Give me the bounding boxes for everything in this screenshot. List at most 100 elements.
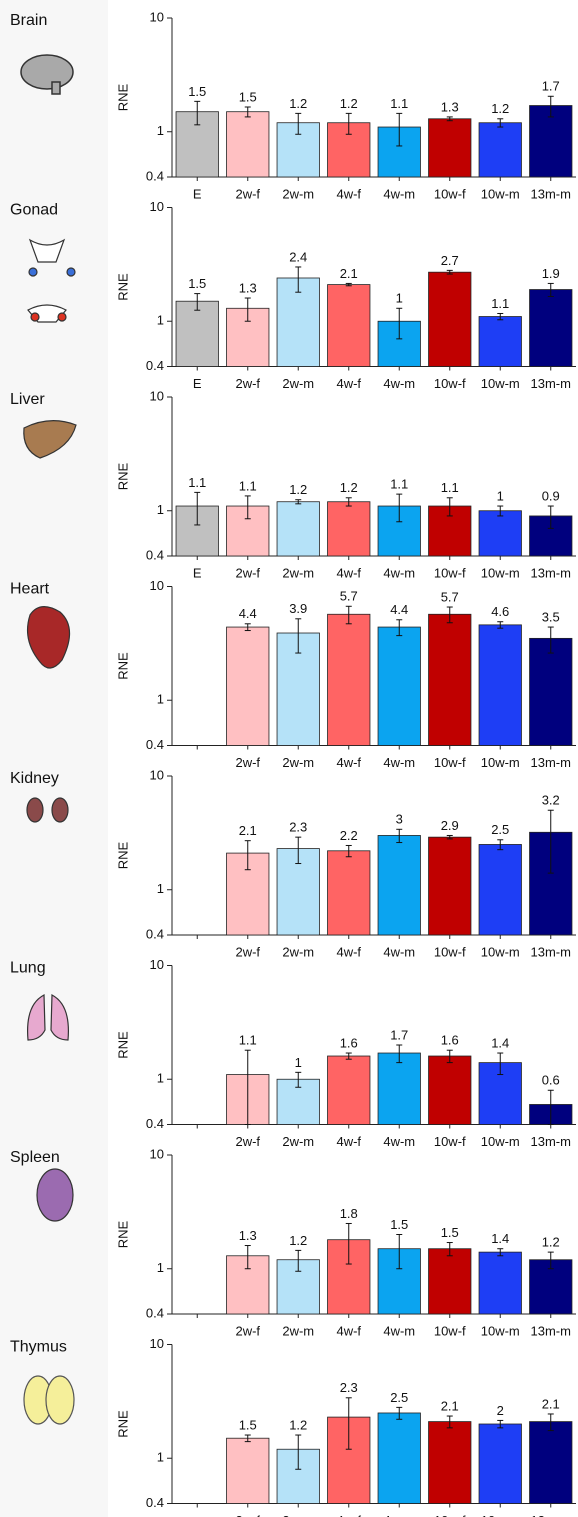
value-label: 2.3 xyxy=(289,820,307,835)
value-label: 1.1 xyxy=(390,477,408,492)
x-tick-label: 2w-m xyxy=(282,565,314,580)
x-tick-label: 2w-m xyxy=(282,1134,314,1149)
y-tick-label: 10 xyxy=(150,957,164,972)
x-tick-label: 13m-m xyxy=(531,755,571,770)
x-tick-label: 4w-f xyxy=(336,186,361,201)
value-label: 1.2 xyxy=(542,1235,560,1250)
x-tick-label: 4w-f xyxy=(336,755,361,770)
y-axis-title: RNE xyxy=(115,1220,130,1248)
y-tick-label: 1 xyxy=(157,123,164,138)
bar xyxy=(429,1422,471,1504)
y-axis-title: RNE xyxy=(115,1031,130,1059)
bar xyxy=(479,1252,521,1314)
x-tick-label: 13m-m xyxy=(531,1323,571,1338)
x-tick-label: 4w-f xyxy=(336,944,361,959)
x-tick-label: 4w-m xyxy=(383,1513,415,1517)
x-tick-label: 2w-f xyxy=(235,1323,260,1338)
bar xyxy=(176,301,218,366)
y-tick-label: 0.4 xyxy=(146,168,164,183)
x-tick-label: E xyxy=(193,565,202,580)
bar xyxy=(378,835,420,935)
spleen-icon xyxy=(37,1169,73,1221)
x-tick-label: 4w-m xyxy=(383,376,415,391)
value-label: 1.1 xyxy=(491,296,509,311)
bar xyxy=(227,627,269,745)
bar xyxy=(479,317,521,367)
bar xyxy=(479,625,521,746)
bar xyxy=(479,511,521,556)
x-tick-label: 10w-m xyxy=(481,1513,520,1517)
value-label: 1.2 xyxy=(289,482,307,497)
value-label: 4.4 xyxy=(239,606,257,621)
y-axis-title: RNE xyxy=(115,841,130,869)
bar xyxy=(429,614,471,745)
value-label: 3.2 xyxy=(542,793,560,808)
x-tick-label: 2w-m xyxy=(282,186,314,201)
bar xyxy=(530,1422,572,1504)
y-tick-label: 10 xyxy=(150,578,164,593)
value-label: 0.6 xyxy=(542,1073,560,1088)
value-label: 1.2 xyxy=(289,1233,307,1248)
y-tick-label: 10 xyxy=(150,199,164,214)
value-label: 2.3 xyxy=(340,1380,358,1395)
value-label: 2.1 xyxy=(340,266,358,281)
value-label: 3.5 xyxy=(542,609,560,624)
y-tick-label: 0.4 xyxy=(146,926,164,941)
bar xyxy=(479,1424,521,1504)
bar xyxy=(378,627,420,745)
bar xyxy=(227,112,269,177)
y-tick-label: 1 xyxy=(157,502,164,517)
value-label: 4.6 xyxy=(491,604,509,619)
y-tick-label: 0.4 xyxy=(146,737,164,752)
value-label: 1.9 xyxy=(542,266,560,281)
bar xyxy=(479,844,521,935)
y-axis-title: RNE xyxy=(115,462,130,490)
icon-column xyxy=(0,0,108,1517)
x-tick-label: 4w-m xyxy=(383,755,415,770)
bar xyxy=(328,851,370,935)
y-tick-label: 10 xyxy=(150,1146,164,1161)
bar xyxy=(328,1056,370,1124)
value-label: 1.3 xyxy=(239,1228,257,1243)
x-tick-label: 2w-f xyxy=(235,186,260,201)
bar xyxy=(429,272,471,366)
y-tick-label: 0.4 xyxy=(146,358,164,373)
bar xyxy=(530,290,572,367)
value-label: 0.9 xyxy=(542,488,560,503)
value-label: 2.1 xyxy=(441,1398,459,1413)
x-tick-label: 13m-m xyxy=(531,1134,571,1149)
y-tick-label: 1 xyxy=(157,881,164,896)
y-tick-label: 1 xyxy=(157,1260,164,1275)
value-label: 3.9 xyxy=(289,601,307,616)
value-label: 1.5 xyxy=(239,89,257,104)
bar xyxy=(328,285,370,367)
x-tick-label: 2w-f xyxy=(235,376,260,391)
y-tick-label: 1 xyxy=(157,313,164,328)
value-label: 1.8 xyxy=(340,1206,358,1221)
value-label: 1.3 xyxy=(441,99,459,114)
value-label: 5.7 xyxy=(340,589,358,604)
x-tick-label: 4w-m xyxy=(383,186,415,201)
value-label: 2.2 xyxy=(340,828,358,843)
x-tick-label: 4w-m xyxy=(383,1134,415,1149)
x-tick-label: 13m-m xyxy=(531,376,571,391)
organ-name: Lung xyxy=(10,960,46,977)
y-axis-title: RNE xyxy=(115,1410,130,1438)
value-label: 2.7 xyxy=(441,253,459,268)
value-label: 2.1 xyxy=(542,1396,560,1411)
x-tick-label: 10w-f xyxy=(434,565,466,580)
x-tick-label: 10w-f xyxy=(434,376,466,391)
value-label: 3 xyxy=(396,812,403,827)
bar xyxy=(429,837,471,935)
value-label: 1.3 xyxy=(239,280,257,295)
x-tick-label: E xyxy=(193,376,202,391)
y-tick-label: 1 xyxy=(157,692,164,707)
x-tick-label: 10w-m xyxy=(481,565,520,580)
x-tick-label: 13m-m xyxy=(531,944,571,959)
x-tick-label: 10w-m xyxy=(481,755,520,770)
x-tick-label: 13m-m xyxy=(531,565,571,580)
x-tick-label: 2w-f xyxy=(235,944,260,959)
x-tick-label: 2w-f xyxy=(235,1134,260,1149)
bar xyxy=(530,638,572,745)
value-label: 1.4 xyxy=(491,1231,509,1246)
